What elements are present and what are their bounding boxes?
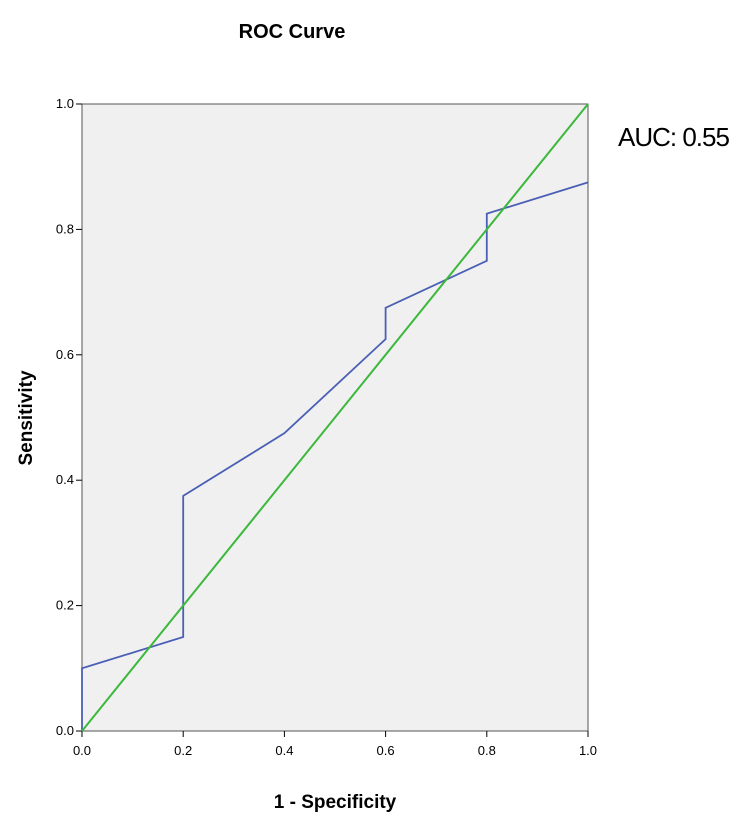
y-tick-label: 0.2 bbox=[56, 598, 74, 613]
x-axis-label: 1 - Specificity bbox=[274, 792, 397, 813]
y-tick-label: 0.8 bbox=[56, 221, 74, 236]
x-tick-label: 1.0 bbox=[579, 743, 597, 758]
chart-title: ROC Curve bbox=[239, 21, 346, 43]
y-tick-label: 0.4 bbox=[56, 472, 74, 487]
series-group bbox=[81, 103, 589, 732]
y-ticks: 0.0 0.2 0.4 0.6 0.8 1.0 bbox=[56, 96, 82, 738]
y-tick-label: 0.0 bbox=[56, 723, 74, 738]
y-tick-label: 0.6 bbox=[56, 347, 74, 362]
x-ticks: 0.0 0.2 0.4 0.6 0.8 1.0 bbox=[73, 731, 597, 758]
x-tick-label: 0.8 bbox=[478, 743, 496, 758]
auc-annotation: AUC: 0.55 bbox=[618, 122, 729, 152]
roc-curve-line bbox=[81, 181, 589, 731]
y-axis-label: Sensitivity bbox=[16, 370, 37, 465]
x-tick-label: 0.6 bbox=[377, 743, 395, 758]
x-tick-label: 0.2 bbox=[174, 743, 192, 758]
x-tick-label: 0.4 bbox=[275, 743, 293, 758]
x-tick-label: 0.0 bbox=[73, 743, 91, 758]
reference-diagonal-line bbox=[81, 103, 589, 732]
y-tick-label: 1.0 bbox=[56, 96, 74, 111]
